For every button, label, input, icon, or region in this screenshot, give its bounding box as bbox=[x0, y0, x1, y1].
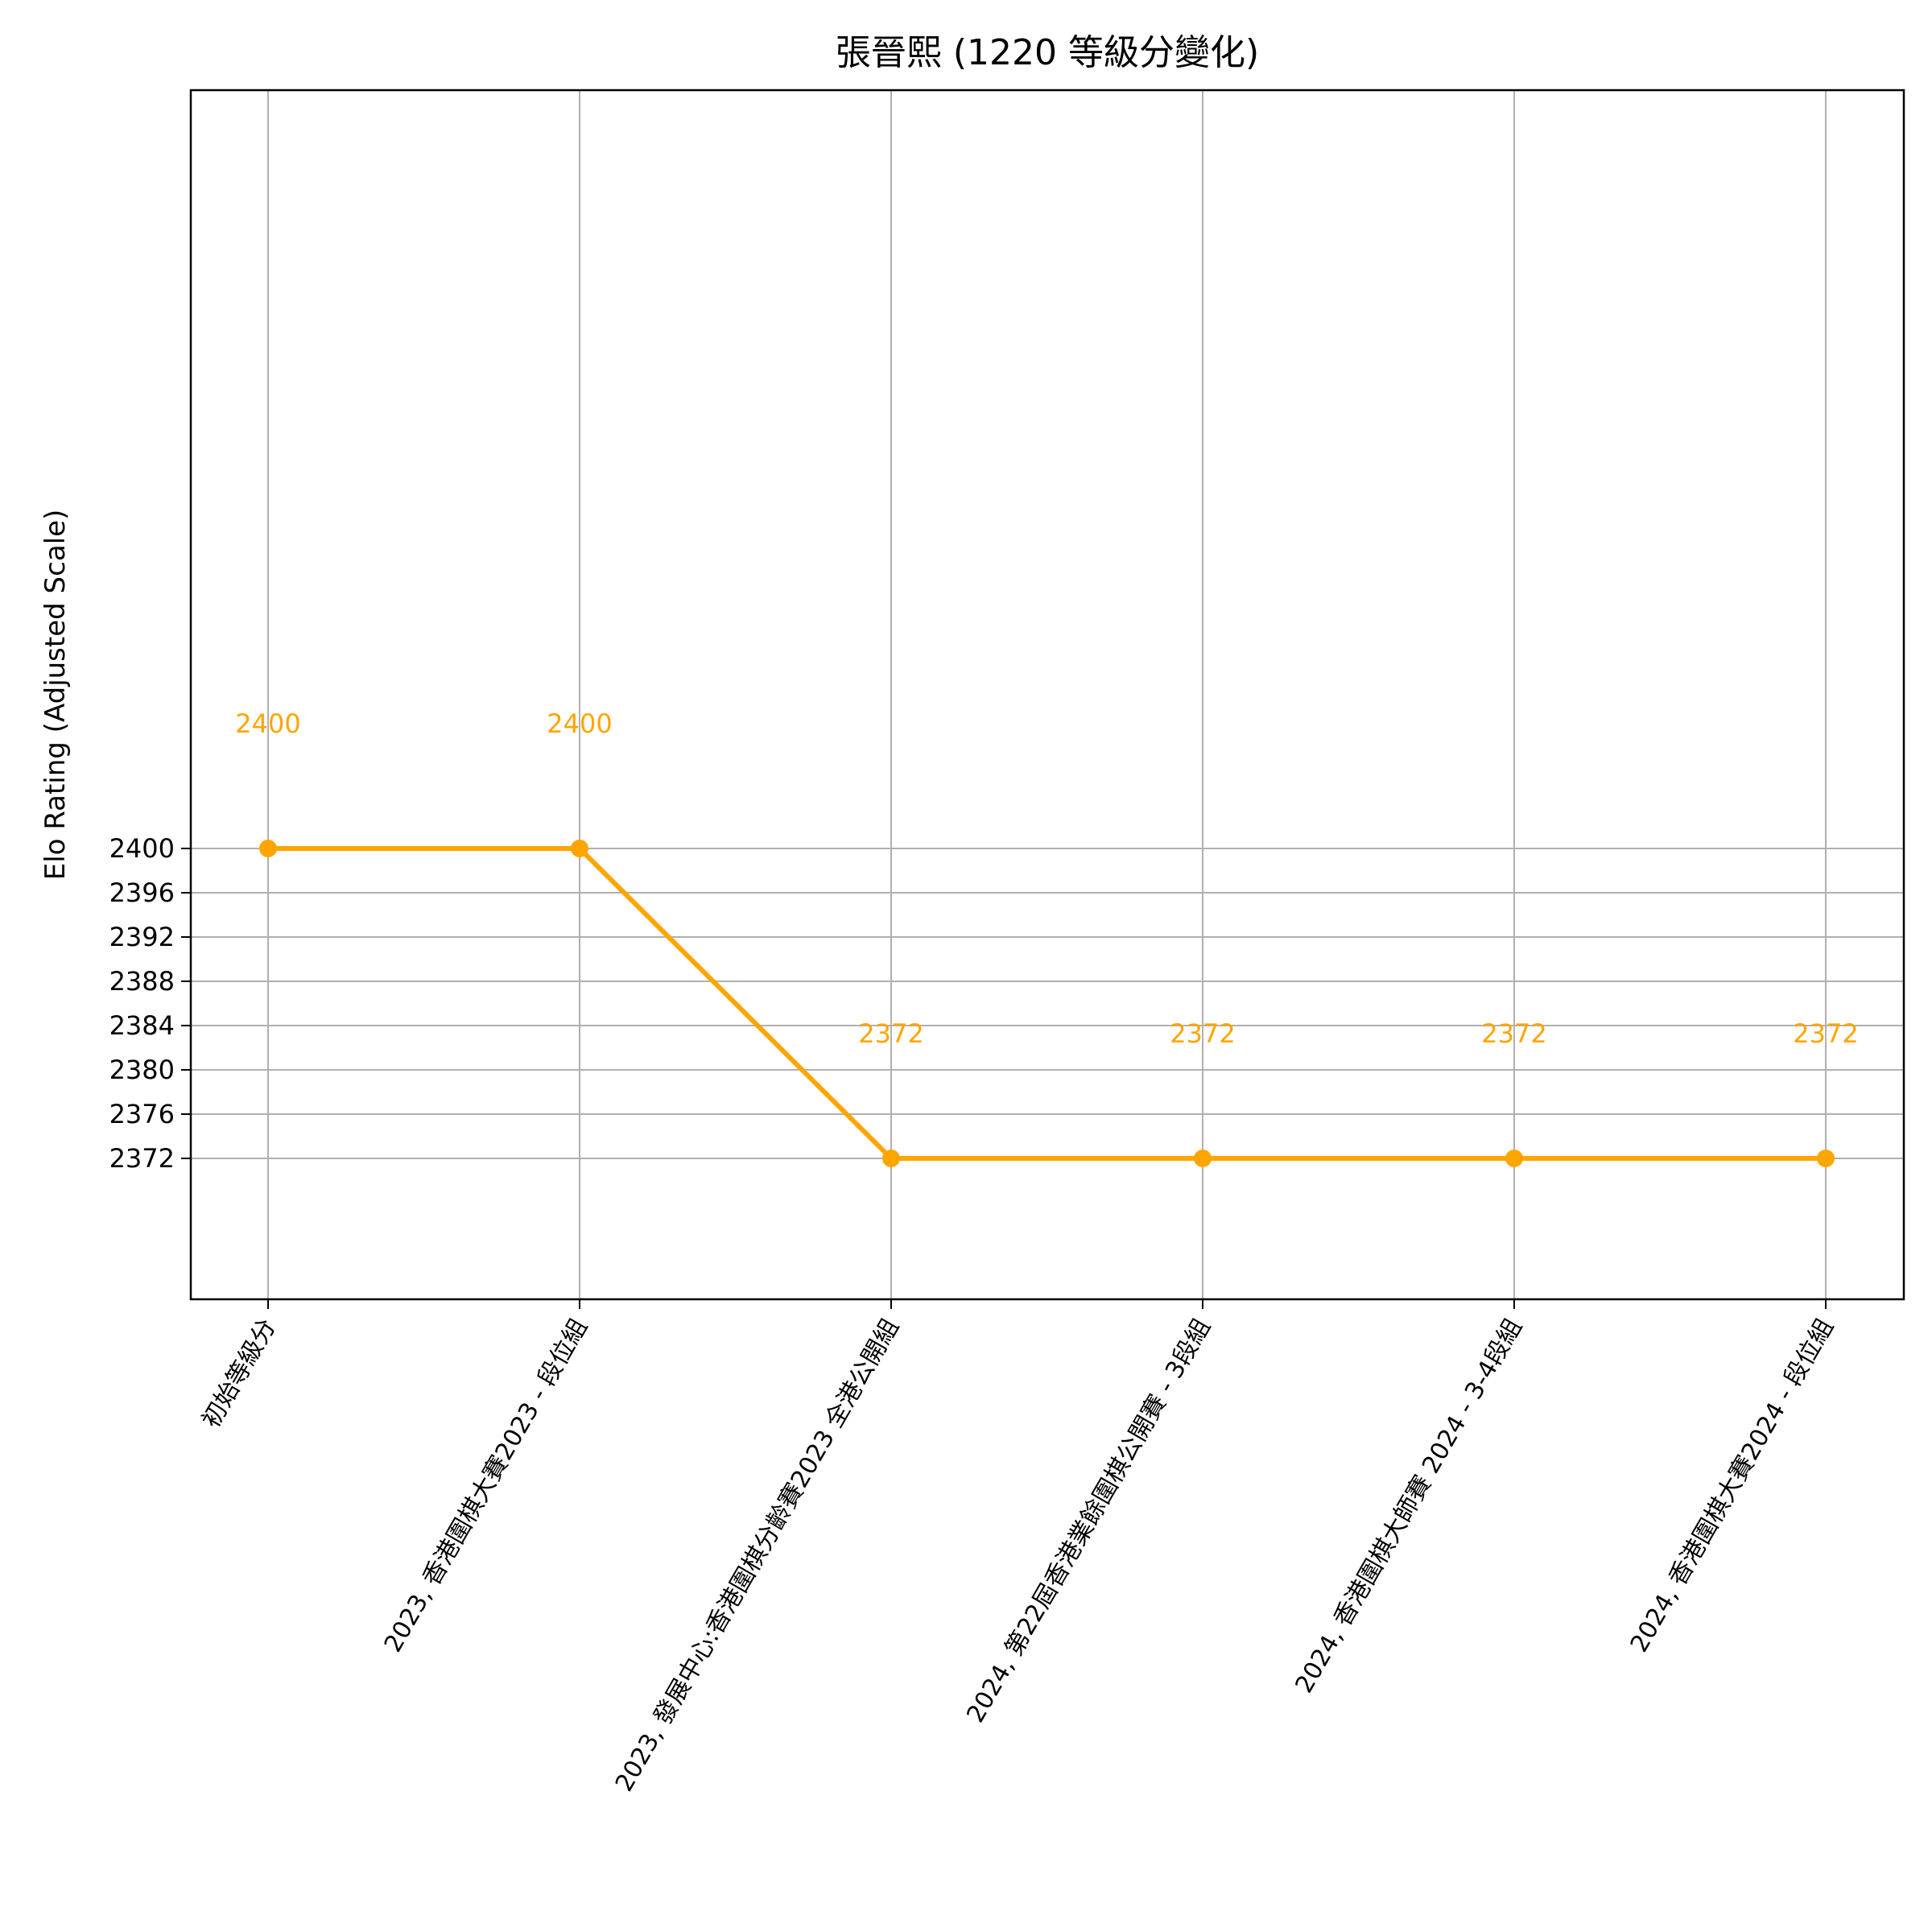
series-line bbox=[259, 840, 1835, 1167]
x-tick-label: 2024, 香港圍棋大師賽 2024 - 3-4段組 bbox=[1290, 1315, 1528, 1699]
y-tick-label: 2392 bbox=[109, 922, 175, 952]
x-tick-label: 2024, 香港圍棋大賽2024 - 段位組 bbox=[1625, 1315, 1839, 1657]
y-tick-label: 2384 bbox=[109, 1010, 175, 1041]
x-tick-label: 2024, 第22屆香港業餘圍棋公開賽 - 3段組 bbox=[961, 1315, 1216, 1728]
data-point bbox=[259, 840, 277, 857]
data-label: 2372 bbox=[1481, 1018, 1546, 1049]
y-axis-ticks: 2372 2376 2380 2384 2388 2392 2396 2400 bbox=[109, 833, 191, 1174]
data-label: 2400 bbox=[235, 708, 300, 739]
y-tick-label: 2380 bbox=[109, 1055, 175, 1085]
data-label: 2372 bbox=[858, 1018, 923, 1049]
y-tick-label: 2376 bbox=[109, 1099, 175, 1129]
y-tick-label: 2372 bbox=[109, 1143, 175, 1174]
series-polyline bbox=[268, 846, 1826, 1161]
data-point bbox=[571, 840, 588, 857]
data-label: 2372 bbox=[1793, 1018, 1858, 1049]
grid-lines bbox=[191, 90, 1904, 1299]
data-point bbox=[1817, 1150, 1835, 1167]
y-tick-label: 2400 bbox=[109, 833, 175, 864]
x-tick-label: 2023, 香港圍棋大賽2023 - 段位組 bbox=[379, 1315, 593, 1657]
data-label: 2372 bbox=[1170, 1018, 1235, 1049]
chart-title: 張晉熙 (1220 等級分變化) bbox=[836, 32, 1259, 73]
data-label: 2400 bbox=[547, 708, 612, 739]
y-tick-label: 2396 bbox=[109, 877, 175, 908]
y-tick-label: 2388 bbox=[109, 966, 175, 997]
x-axis-ticks: 初始等級分 2023, 香港圍棋大賽2023 - 段位組 2023, 發展中心:香港… bbox=[197, 1299, 1839, 1796]
data-labels: 2400 2400 2372 2372 2372 2372 bbox=[235, 708, 1858, 1049]
data-point bbox=[1194, 1150, 1212, 1167]
y-axis-label: Elo Rating (Adjusted Scale) bbox=[39, 510, 72, 881]
x-tick-label: 初始等級分 bbox=[197, 1315, 282, 1433]
x-tick-label: 2023, 發展中心:香港圍棋分齡賽2023 全港公開組 bbox=[610, 1315, 905, 1797]
data-point bbox=[1505, 1150, 1523, 1167]
data-point bbox=[882, 1150, 900, 1167]
plot-frame bbox=[189, 89, 1905, 1301]
